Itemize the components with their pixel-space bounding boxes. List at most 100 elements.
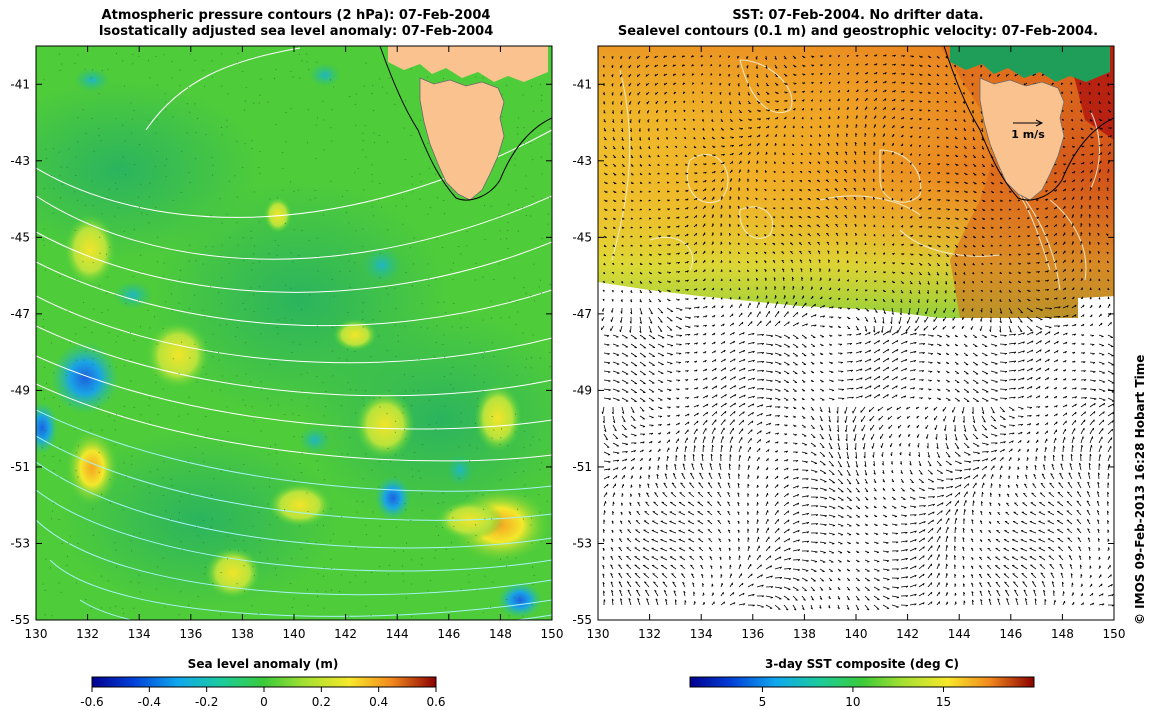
velocity-arrow — [943, 307, 947, 314]
velocity-dot — [269, 405, 271, 407]
velocity-arrow — [747, 302, 751, 309]
velocity-arrow-head — [1099, 178, 1101, 181]
velocity-dot — [530, 357, 532, 359]
velocity-dot — [538, 439, 540, 441]
velocity-arrow — [1062, 324, 1069, 327]
velocity-arrow-head — [1107, 269, 1110, 273]
velocity-dot — [404, 159, 406, 161]
velocity-arrow-head — [1027, 208, 1030, 211]
velocity-arrow-head — [820, 277, 822, 280]
velocity-dot — [395, 420, 397, 422]
velocity-arrow-head — [884, 107, 887, 110]
velocity-arrow-head — [695, 172, 698, 175]
velocity-arrow-head — [837, 64, 840, 67]
velocity-dot — [276, 452, 278, 454]
velocity-arrow-head — [701, 82, 703, 85]
velocity-arrow-head — [764, 268, 767, 271]
velocity-arrow — [900, 331, 908, 336]
velocity-arrow-head — [929, 226, 932, 229]
velocity-arrow-head — [919, 145, 922, 148]
velocity-arrow-head — [737, 233, 740, 236]
velocity-arrow-head — [1008, 236, 1011, 238]
velocity-arrow-head — [1108, 102, 1111, 104]
velocity-dot — [514, 471, 516, 473]
velocity-arrow-head — [638, 129, 641, 132]
velocity-arrow-head — [929, 235, 932, 238]
velocity-dot — [285, 111, 287, 113]
velocity-arrow-head — [611, 56, 614, 59]
velocity-arrow-head — [947, 181, 950, 184]
velocity-dot — [212, 333, 214, 335]
velocity-arrow-head — [931, 335, 934, 337]
velocity-arrow-head — [613, 147, 616, 150]
velocity-arrow-head — [1100, 152, 1103, 155]
velocity-arrow-head — [835, 232, 839, 235]
velocity-dot — [506, 556, 508, 558]
velocity-dot — [253, 245, 255, 247]
velocity-arrow-head — [686, 361, 690, 364]
velocity-arrow-head — [755, 260, 758, 263]
velocity-arrow-head — [747, 169, 750, 172]
velocity-arrow-head — [873, 160, 876, 163]
velocity-dot — [437, 197, 439, 199]
velocity-arrow-head — [791, 162, 795, 164]
velocity-arrow-head — [972, 272, 975, 275]
velocity-dot — [299, 463, 301, 465]
velocity-dot — [428, 423, 430, 425]
velocity-dot — [362, 311, 364, 313]
velocity-dot — [525, 292, 527, 294]
velocity-arrow-head — [822, 315, 826, 318]
velocity-arrow — [765, 352, 773, 355]
velocity-dot — [180, 191, 182, 193]
velocity-arrow-head — [947, 172, 950, 175]
velocity-arrow-head — [712, 241, 714, 244]
velocity-arrow — [666, 307, 674, 312]
velocity-dot — [339, 428, 341, 430]
velocity-dot — [530, 143, 532, 145]
velocity-dot — [277, 244, 279, 246]
velocity-arrow-head — [1098, 102, 1101, 105]
velocity-arrow-head — [667, 191, 670, 193]
velocity-dot — [549, 127, 551, 129]
velocity-dot — [307, 589, 309, 591]
velocity-dot — [482, 390, 484, 392]
velocity-dot — [44, 269, 46, 271]
velocity-dot — [109, 246, 111, 248]
velocity-arrow-head — [794, 91, 797, 94]
velocity-dot — [157, 566, 159, 568]
velocity-arrow-head — [826, 241, 830, 244]
velocity-arrow-head — [938, 199, 941, 202]
velocity-arrow-head — [695, 233, 697, 236]
velocity-dot — [348, 615, 350, 617]
velocity-arrow-head — [766, 295, 768, 298]
velocity-arrow-head — [695, 180, 698, 183]
velocity-dot — [69, 404, 71, 406]
velocity-arrow-head — [883, 151, 885, 154]
velocity-dot — [178, 415, 180, 417]
velocity-dot — [301, 436, 303, 438]
velocity-arrow-head — [713, 315, 716, 318]
velocity-arrow-head — [720, 120, 724, 123]
velocity-dot — [178, 519, 180, 521]
velocity-arrow — [648, 325, 652, 333]
velocity-dot — [477, 405, 479, 407]
velocity-arrow-head — [896, 349, 899, 352]
velocity-arrow-head — [962, 101, 965, 104]
velocity-arrow-head — [739, 111, 742, 113]
velocity-arrow-head — [1020, 311, 1023, 314]
velocity-arrow-head — [1046, 216, 1049, 219]
velocity-arrow-head — [1018, 263, 1022, 265]
velocity-arrow-head — [695, 242, 698, 245]
velocity-arrow-head — [878, 349, 881, 352]
velocity-arrow-head — [1064, 297, 1067, 300]
velocity-arrow-head — [790, 251, 793, 253]
velocity-dot — [482, 356, 484, 358]
velocity-arrow-head — [830, 326, 833, 328]
velocity-dot — [267, 308, 269, 310]
velocity-arrow — [603, 361, 611, 364]
velocity-arrow — [1107, 321, 1112, 327]
velocity-dot — [226, 119, 228, 121]
velocity-arrow-head — [621, 129, 624, 133]
velocity-arrow-head — [801, 276, 804, 280]
velocity-arrow — [882, 330, 889, 336]
